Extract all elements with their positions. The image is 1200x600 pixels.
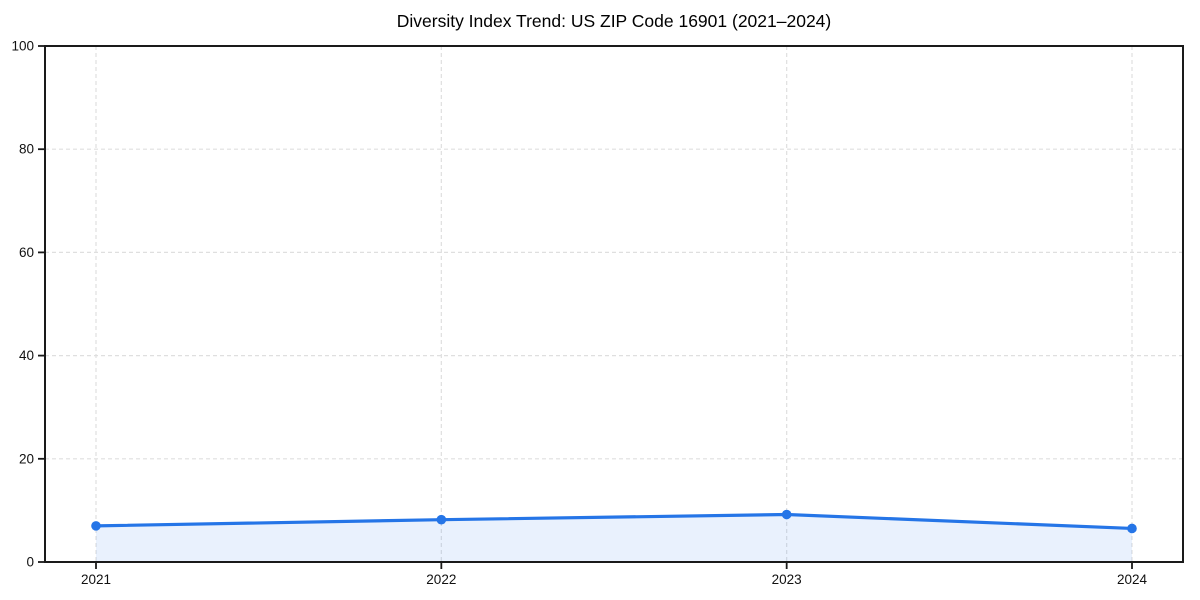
data-point-2024 <box>1127 523 1137 534</box>
x-axis-tick-label: 2022 <box>426 572 456 587</box>
x-axis-tick-label: 2023 <box>772 572 802 587</box>
chart-title: Diversity Index Trend: US ZIP Code 16901… <box>397 11 832 31</box>
y-axis-tick-label: 60 <box>19 245 34 260</box>
plot-frame <box>44 45 1184 563</box>
data-point-2022 <box>436 514 447 525</box>
plot-area: 0 20 40 60 80 100 2021 2022 2023 2024 <box>11 39 1184 587</box>
y-axis-tick-label: 80 <box>19 142 34 157</box>
x-axis-tick-label: 2024 <box>1117 572 1148 587</box>
y-axis-tick-label: 100 <box>11 39 34 54</box>
area-fill <box>96 514 1132 562</box>
x-axis-tick-label: 2021 <box>81 572 111 587</box>
y-axis-tick-label: 20 <box>19 451 34 466</box>
y-axis-tick-label: 40 <box>19 348 34 363</box>
trend-line <box>94 512 1134 531</box>
y-axis-tick-label: 0 <box>26 555 34 570</box>
data-point-2023 <box>781 509 792 520</box>
data-point-2021 <box>91 521 101 531</box>
